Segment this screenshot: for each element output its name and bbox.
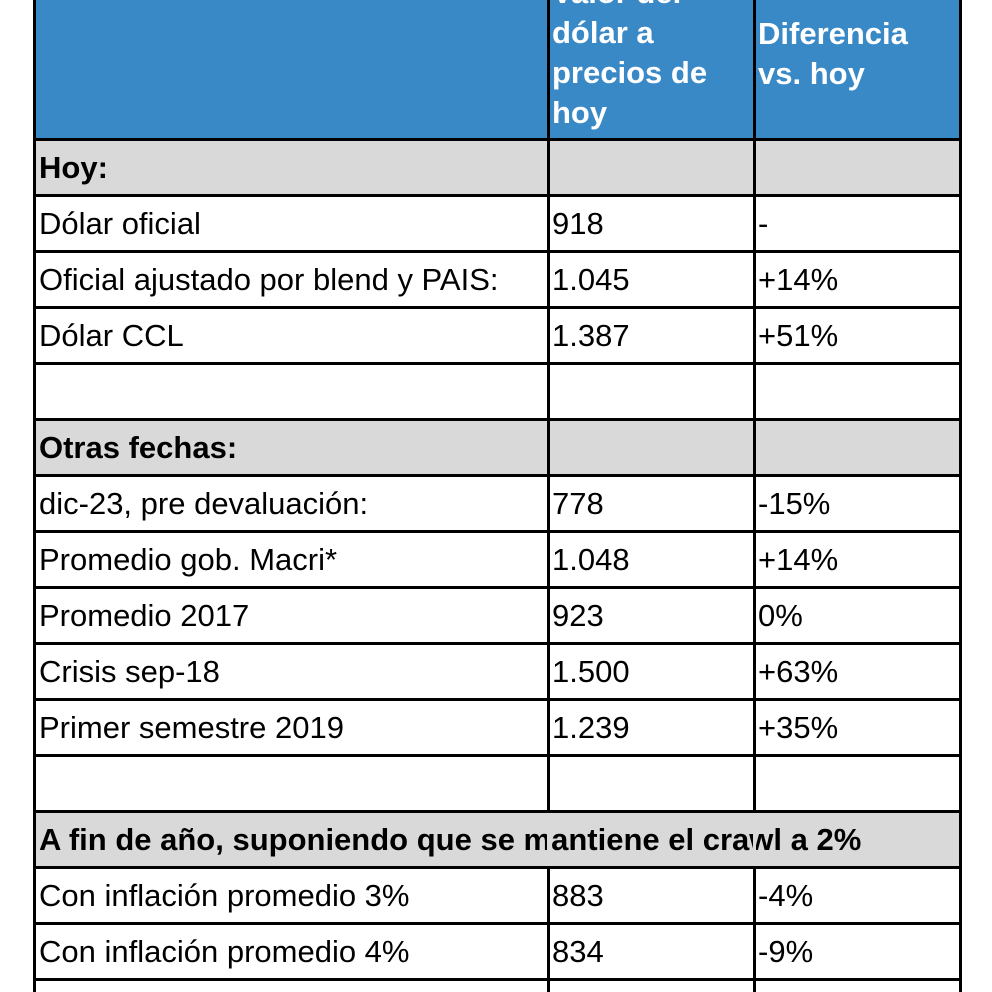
row-value: 883	[552, 878, 604, 913]
column-divider	[547, 0, 550, 992]
row-diff: 0%	[758, 598, 803, 633]
header-line: dólar a	[552, 15, 654, 50]
row-label	[39, 365, 547, 418]
row-label: Promedio 2017	[39, 598, 250, 633]
row-diff: +63%	[758, 654, 839, 689]
row-diff: +35%	[758, 710, 839, 745]
table-row	[33, 362, 962, 418]
table-row: Oficial ajustado por blend y PAIS: 1.045 +…	[33, 250, 962, 306]
row-diff: +14%	[758, 542, 839, 577]
header-line: vs. hoy	[758, 56, 865, 91]
row-label: Con inflación promedio 4%	[39, 934, 410, 969]
row-label: Promedio gob. Macri*	[39, 542, 338, 577]
row-diff	[758, 421, 958, 474]
header-diferencia: Diferencia vs. hoy	[758, 0, 958, 139]
table-row: Con inflación promedio 5% 789 -14%	[33, 978, 962, 992]
header-line: Diferencia	[758, 16, 908, 51]
row-diff	[758, 141, 958, 194]
row-label: Crisis sep-18	[39, 654, 220, 689]
table-border-right	[959, 0, 962, 992]
row-diff	[758, 365, 958, 418]
row-diff: -9%	[758, 934, 814, 969]
table-border-left	[33, 0, 36, 992]
row-label: Oficial ajustado por blend y PAIS:	[39, 262, 499, 297]
row-value: 789	[552, 981, 752, 992]
row-diff: -	[758, 206, 769, 241]
table-row: Primer semestre 2019 1.239 +35%	[33, 698, 962, 754]
row-diff	[758, 757, 958, 810]
table-row: Dólar oficial 918 -	[33, 194, 962, 250]
row-diff: +14%	[758, 262, 839, 297]
table-row: dic-23, pre devaluación: 778 -15%	[33, 474, 962, 530]
header-line: hoy	[552, 95, 608, 130]
header-line: Valor del	[552, 0, 757, 13]
header-valor-dolar: Valor del dólar a precios de hoy	[552, 0, 757, 139]
table-row: Dólar CCL 1.387 +51%	[33, 306, 962, 362]
table-header: Valor del dólar a precios de hoy Diferen…	[33, 0, 962, 139]
table-row	[33, 754, 962, 810]
row-value: 834	[552, 934, 604, 969]
row-value	[552, 365, 752, 418]
row-value: 1.045	[552, 262, 630, 297]
table-row: Crisis sep-18 1.500 +63%	[33, 642, 962, 698]
row-label: dic-23, pre devaluación:	[39, 486, 369, 521]
section-label: A fin de año, suponiendo que se mantiene…	[39, 822, 862, 857]
table-row: Con inflación promedio 3% 883 -4%	[33, 866, 962, 922]
row-value	[552, 141, 752, 194]
row-value: 923	[552, 598, 604, 633]
row-value: 1.239	[552, 710, 630, 745]
row-value: 1.048	[552, 542, 630, 577]
row-diff: -4%	[758, 878, 814, 913]
section-row: Otras fechas:	[33, 418, 962, 474]
row-value: 778	[552, 486, 604, 521]
header-line: precios de	[552, 55, 708, 90]
table-row: Promedio gob. Macri* 1.048 +14%	[33, 530, 962, 586]
row-label: Con inflación promedio 3%	[39, 878, 410, 913]
column-divider	[753, 0, 756, 992]
row-label: Hoy:	[39, 150, 108, 185]
row-value: 918	[552, 206, 604, 241]
row-value	[552, 757, 752, 810]
table-row: Promedio 2017 923 0%	[33, 586, 962, 642]
valuation-table: Valor del dólar a precios de hoy Diferen…	[33, 0, 962, 992]
row-label: Otras fechas:	[39, 430, 238, 465]
row-diff: -14%	[758, 981, 958, 992]
row-diff: +51%	[758, 318, 839, 353]
row-label: Con inflación promedio 5%	[39, 981, 547, 992]
row-label	[39, 757, 547, 810]
row-value: 1.387	[552, 318, 630, 353]
row-diff: -15%	[758, 486, 831, 521]
section-row: Hoy:	[33, 138, 962, 194]
row-label: Primer semestre 2019	[39, 710, 344, 745]
row-value: 1.500	[552, 654, 630, 689]
row-value	[552, 421, 752, 474]
divider-mask	[547, 813, 550, 866]
section-row: A fin de año, suponiendo que se mantiene…	[33, 810, 962, 866]
table-row: Con inflación promedio 4% 834 -9%	[33, 922, 962, 978]
row-label: Dólar CCL	[39, 318, 184, 353]
row-label: Dólar oficial	[39, 206, 201, 241]
divider-mask	[753, 813, 756, 866]
